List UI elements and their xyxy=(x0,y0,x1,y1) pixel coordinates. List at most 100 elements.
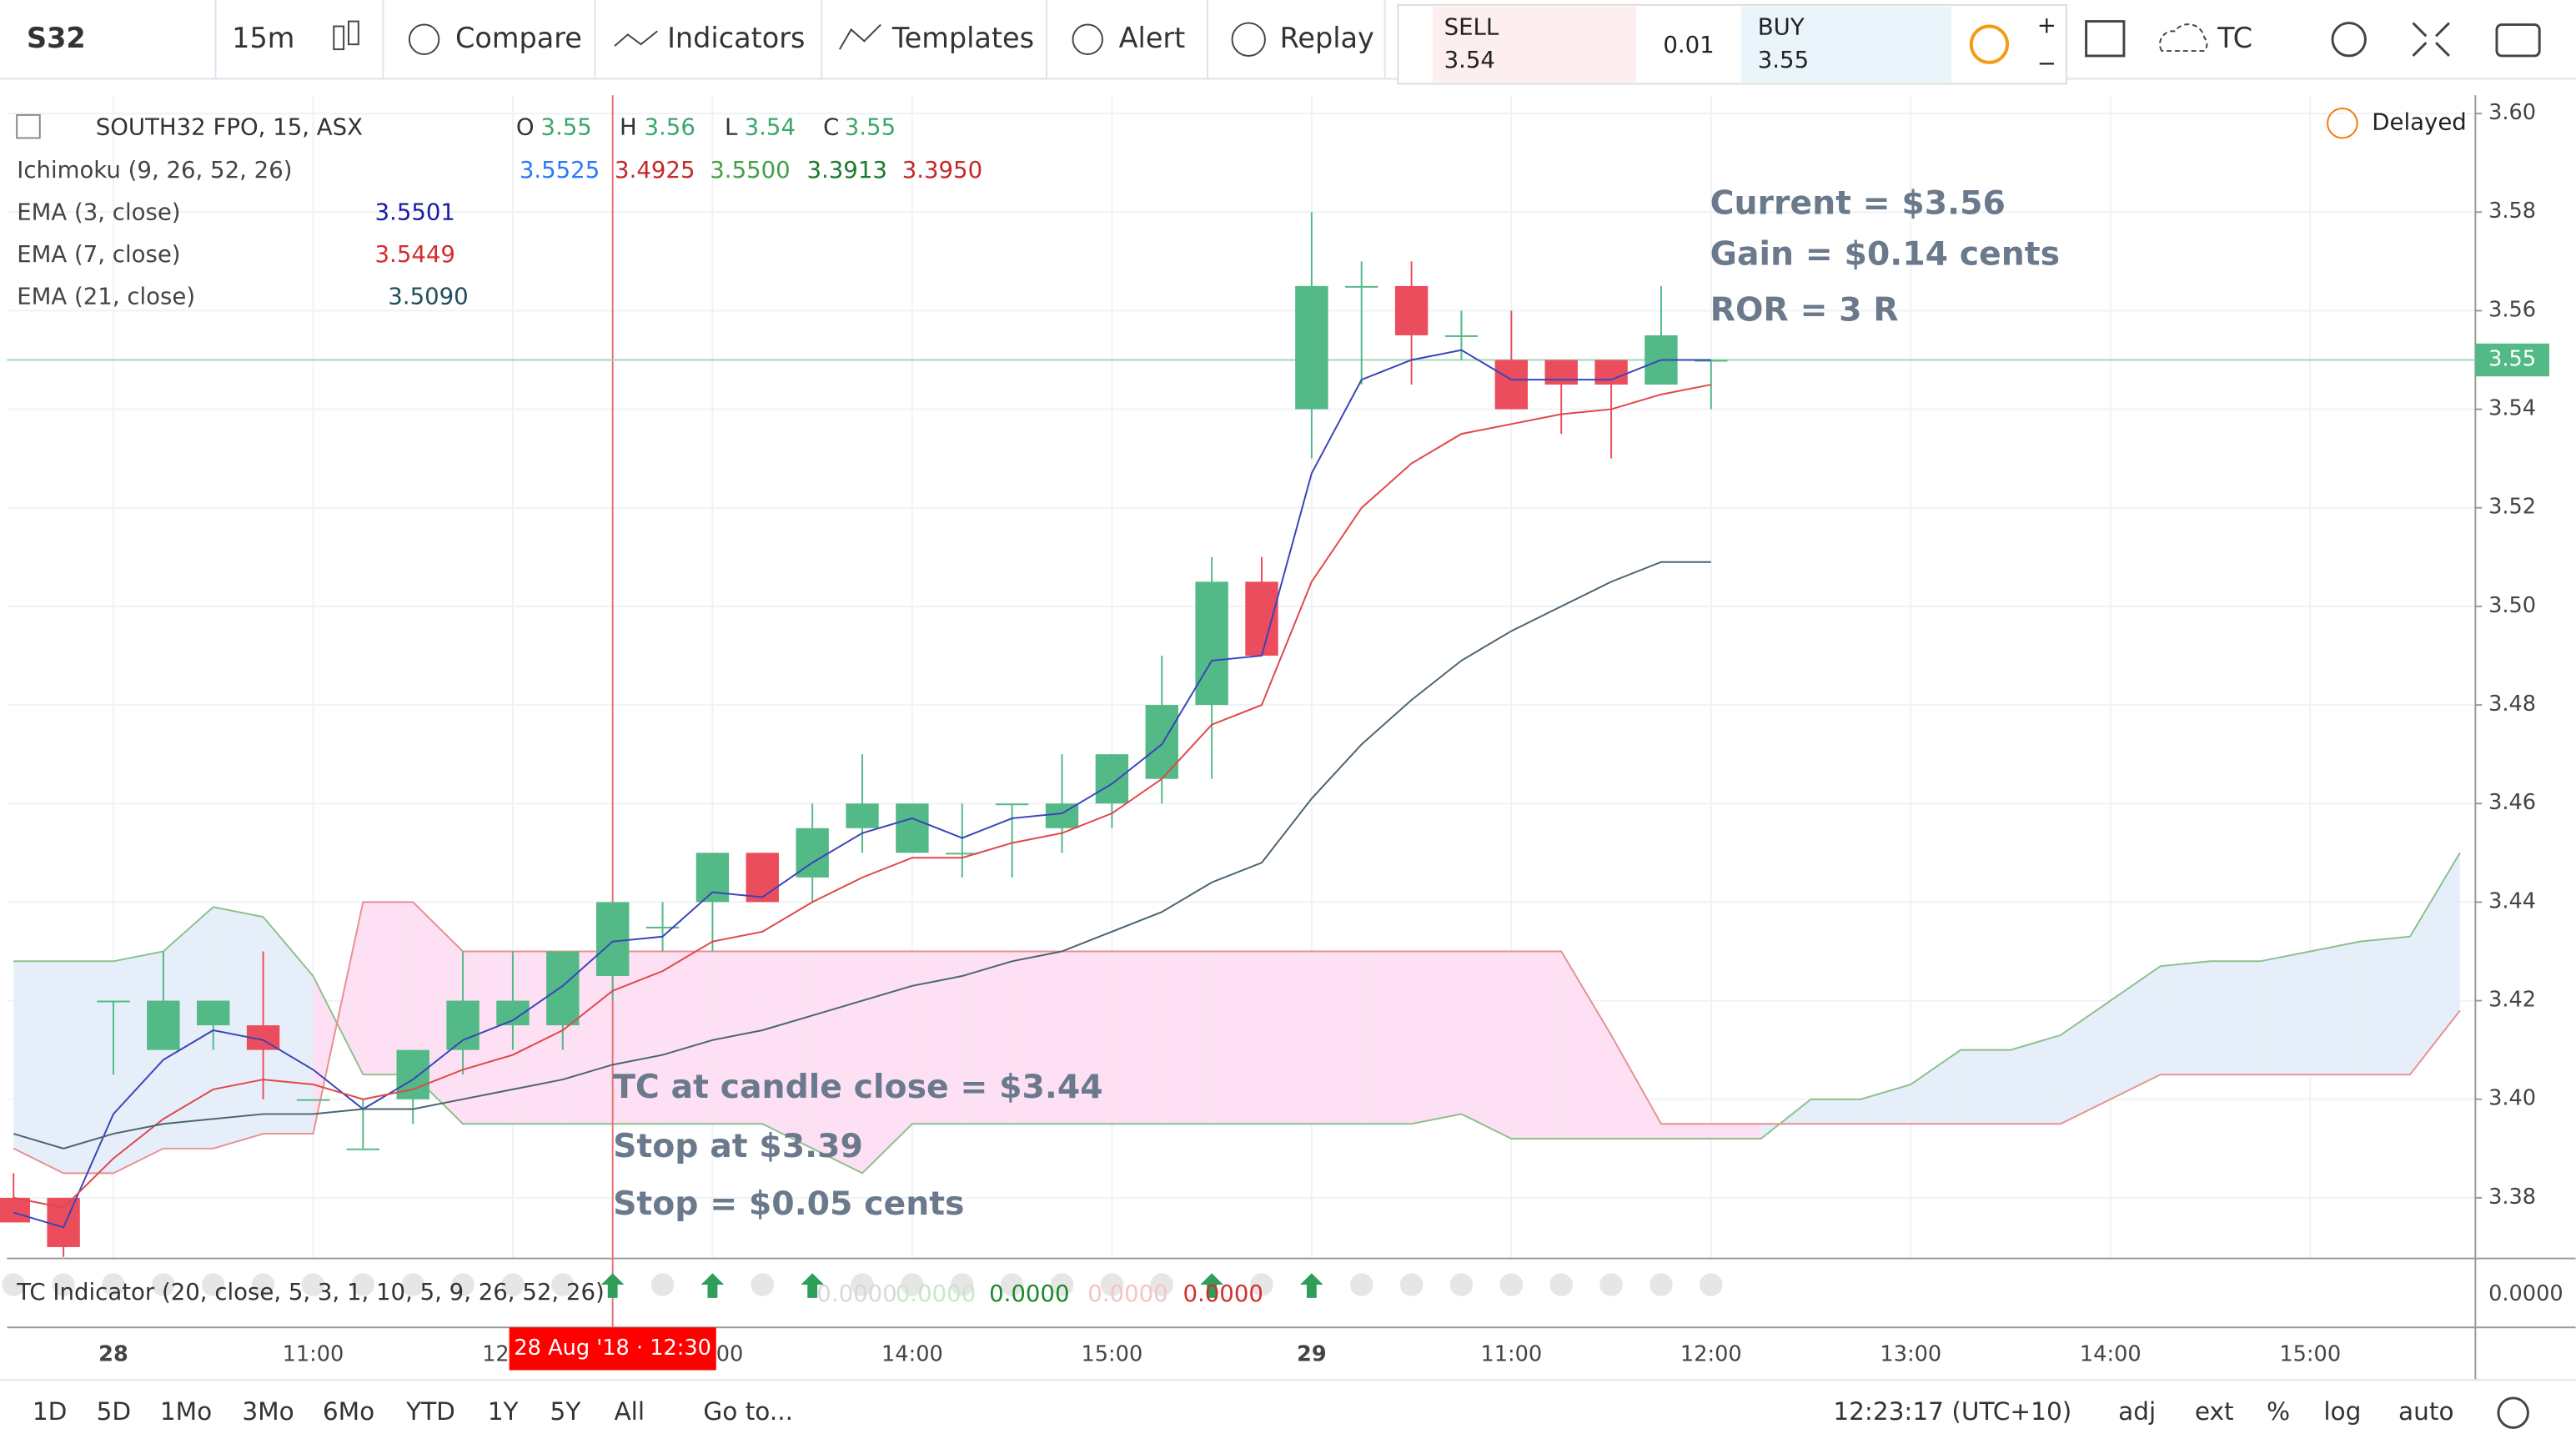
range-button[interactable]: 1D xyxy=(33,1397,68,1426)
ema-line xyxy=(13,349,1711,1229)
signal-arrow xyxy=(1300,1273,1323,1298)
scale-option[interactable]: auto xyxy=(2398,1397,2453,1426)
cloud-fill xyxy=(1860,1084,1911,1124)
cloud-fill xyxy=(2260,951,2311,1075)
sell-price: 3.54 xyxy=(1444,46,1495,73)
indicator-value: 3.3950 xyxy=(902,156,982,184)
toolbar-button[interactable]: Templates xyxy=(891,22,1034,54)
scale-option[interactable]: log xyxy=(2323,1397,2361,1426)
sell-button[interactable] xyxy=(1432,6,1637,83)
cloud-fill xyxy=(1961,1049,2011,1124)
cloud-fill xyxy=(2011,1034,2061,1124)
signal-dot xyxy=(152,1273,175,1296)
cloud-fill xyxy=(2160,961,2211,1075)
candle-body xyxy=(97,1000,130,1003)
interval[interactable]: 15m xyxy=(232,22,294,54)
buy-button[interactable] xyxy=(1741,6,1952,83)
candle-body xyxy=(896,803,929,853)
x-tick-label: 14:00 xyxy=(2080,1342,2142,1367)
x-tick-label: 28 xyxy=(98,1342,128,1367)
candle-body xyxy=(595,902,630,977)
chart-style-icon[interactable] xyxy=(333,20,359,51)
indicator-name: EMA (7, close) xyxy=(17,240,180,268)
cloud-fill xyxy=(862,951,912,1174)
range-button[interactable]: 3Mo xyxy=(242,1397,294,1426)
range-button[interactable]: 5Y xyxy=(550,1397,582,1426)
indicator-name: EMA (21, close) xyxy=(17,283,195,310)
layout-icon[interactable] xyxy=(2085,20,2126,58)
indicator-value: 0.0000 xyxy=(1183,1280,1263,1307)
symbol[interactable]: S32 xyxy=(27,22,86,54)
range-button[interactable]: YTD xyxy=(405,1397,455,1426)
minus-icon[interactable]: − xyxy=(2037,49,2056,77)
signal-dot xyxy=(1000,1273,1024,1296)
alert-icon xyxy=(1072,23,1103,55)
cloud-fill xyxy=(2210,961,2261,1075)
screenshot-icon[interactable] xyxy=(2495,23,2541,58)
cloud-fill xyxy=(1461,951,1512,1139)
scale-option[interactable]: % xyxy=(2267,1397,2290,1426)
toolbar: S32 15m Compare Indicators Templates Ale… xyxy=(0,0,2576,85)
info-icon[interactable] xyxy=(1969,24,2010,64)
cloud-fill xyxy=(1561,951,1612,1139)
ohlc-value: 3.55 xyxy=(540,113,591,141)
toolbar-button[interactable]: Alert xyxy=(1119,22,1186,54)
x-tick-label: 11:00 xyxy=(1480,1342,1542,1367)
fullscreen-icon[interactable] xyxy=(2412,22,2450,58)
cloud-fill xyxy=(363,902,414,1075)
candle-body xyxy=(846,803,879,828)
range-button[interactable]: 1Y xyxy=(488,1397,520,1426)
ohlc-value: 3.56 xyxy=(645,113,695,141)
toolbar-button[interactable]: Compare xyxy=(455,22,582,54)
goto-button[interactable]: Go to... xyxy=(703,1397,793,1426)
cloud-fill xyxy=(612,951,663,1124)
candle-body xyxy=(1345,285,1378,288)
delayed-icon xyxy=(2327,107,2358,139)
spread: 0.01 xyxy=(1663,31,1714,58)
annotation: TC at candle close = $3.44 xyxy=(613,1068,1103,1106)
range-button[interactable]: 5D xyxy=(97,1397,132,1426)
signal-dot xyxy=(1499,1273,1524,1296)
scale-option[interactable]: adj xyxy=(2118,1397,2156,1426)
indicator-value: 0.0000 xyxy=(816,1280,896,1307)
candle-body xyxy=(147,1000,180,1050)
range-button[interactable]: 6Mo xyxy=(323,1397,374,1426)
signal-dot xyxy=(1599,1273,1623,1296)
cloud-fill xyxy=(163,907,213,1149)
cloud-fill xyxy=(1411,951,1462,1124)
crosshair-label: 28 Aug '18 · 12:30 xyxy=(514,1336,711,1361)
y-tick-label: 3.52 xyxy=(2488,495,2536,520)
layout-name[interactable]: TC xyxy=(2217,22,2252,54)
indicator-value: 3.5525 xyxy=(520,156,600,184)
toolbar-button[interactable]: Replay xyxy=(1280,22,1374,54)
settings-icon[interactable] xyxy=(2331,22,2367,58)
indicator-value: 3.5449 xyxy=(375,240,455,268)
range-button[interactable]: 1Mo xyxy=(160,1397,212,1426)
candle-body xyxy=(746,853,779,903)
candle-body xyxy=(546,951,580,1026)
signal-dot xyxy=(1399,1273,1424,1296)
candle-body xyxy=(695,853,730,903)
scale-option[interactable]: ext xyxy=(2195,1397,2234,1426)
candle-body xyxy=(346,1148,380,1150)
y-tick-label: 3.50 xyxy=(2488,593,2536,618)
signal-dot xyxy=(102,1273,125,1296)
signal-arrow xyxy=(1200,1273,1223,1298)
x-tick-label: 13:00 xyxy=(1880,1342,1941,1367)
collapse-icon[interactable] xyxy=(16,113,41,139)
settings-icon[interactable] xyxy=(2497,1396,2529,1429)
delayed-status: Delayed xyxy=(2372,108,2467,136)
candle-body xyxy=(446,1000,480,1050)
range-button[interactable]: All xyxy=(614,1397,645,1426)
indicator-value: 3.4925 xyxy=(615,156,695,184)
x-tick-label: 15:00 xyxy=(1081,1342,1142,1367)
indicator-value: 3.5501 xyxy=(375,198,455,225)
annotation: Stop = $0.05 cents xyxy=(613,1185,964,1223)
toolbar-button[interactable]: Indicators xyxy=(667,22,805,54)
ohlc-key: O xyxy=(516,113,535,141)
plus-icon[interactable]: + xyxy=(2037,12,2056,39)
signal-arrow xyxy=(600,1273,625,1298)
cloud-fill xyxy=(2360,936,2410,1075)
signal-arrow xyxy=(801,1273,824,1298)
